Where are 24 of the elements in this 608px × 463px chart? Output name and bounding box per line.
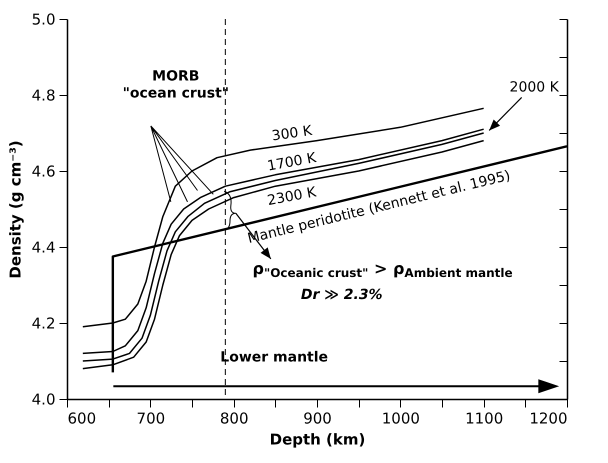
y-axis-title: Density (g cm⁻³)	[6, 140, 25, 279]
x-tick-label: 1200	[529, 410, 568, 428]
y-tick-label: 4.4	[32, 238, 56, 256]
text: 300 K	[270, 122, 314, 144]
legend-label: 2000 K	[510, 80, 560, 96]
annotation: MORB	[152, 68, 200, 84]
x-tick-label: 900	[303, 410, 332, 428]
annotation: ρ$_{"Oceanic crust"}$ > ρ$_{Ambient mantle}$	[252, 259, 513, 280]
x-tick-label: 1100	[465, 410, 504, 428]
x-tick-label: 700	[136, 410, 166, 428]
y-tick-label: 5.0	[32, 10, 56, 28]
x-tick-label: 600	[68, 410, 96, 428]
x-tick-label: 800	[220, 410, 248, 428]
text: 1700 K	[266, 150, 318, 175]
y-tick-label: 4.2	[32, 314, 56, 332]
annotation: Lower mantle	[220, 350, 328, 366]
y-tick-label: 4.6	[32, 162, 56, 180]
x-tick-label: 1000	[382, 410, 420, 428]
y-tick-label: 4.0	[32, 390, 56, 408]
annotation: "ocean crust"	[122, 85, 230, 102]
x-axis-title: Depth (km)	[270, 430, 366, 448]
y-tick-label: 4.8	[32, 86, 56, 104]
text: 2300 K	[266, 184, 318, 210]
annotation: Dr ≫ 2.3%	[300, 286, 383, 303]
